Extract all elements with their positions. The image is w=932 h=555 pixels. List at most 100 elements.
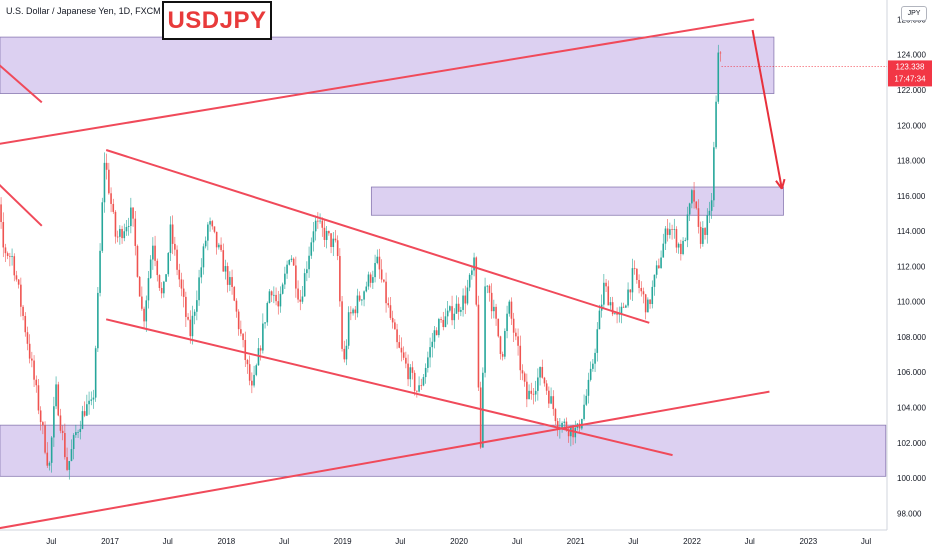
candle xyxy=(497,318,500,338)
candle-body xyxy=(642,291,645,295)
candle xyxy=(431,332,434,358)
candle-body xyxy=(449,306,451,311)
candle xyxy=(662,233,665,258)
candle-body xyxy=(451,306,453,321)
candle xyxy=(517,328,519,356)
candle-body xyxy=(548,390,550,404)
candle xyxy=(196,290,198,321)
price-tick-label: 116.000 xyxy=(897,192,926,201)
candle-body xyxy=(193,311,196,316)
candle xyxy=(598,304,601,330)
candle xyxy=(317,212,319,229)
candle-body xyxy=(213,226,216,232)
candle xyxy=(255,363,258,377)
candle-body xyxy=(669,229,671,235)
candle xyxy=(369,272,372,288)
candle xyxy=(224,259,227,280)
time-tick-label: 2019 xyxy=(334,537,352,546)
candle xyxy=(39,406,42,431)
candle-body xyxy=(281,284,284,294)
time-axis[interactable]: Jul 2017 Jul 2018 Jul 2019 Jul 2020 Jul 2021 Jul 20… xyxy=(46,537,871,546)
candle-body xyxy=(178,269,181,280)
candle xyxy=(354,306,357,320)
candle-body xyxy=(204,240,207,247)
candle-body xyxy=(259,348,262,351)
candle xyxy=(589,361,592,382)
candle-body xyxy=(207,224,209,241)
candle-body xyxy=(66,457,68,470)
candle xyxy=(277,290,280,315)
candle xyxy=(666,219,669,242)
candle-body xyxy=(253,374,255,386)
price-tick-label: 104.000 xyxy=(897,404,926,413)
candle-body xyxy=(352,309,354,314)
candle-body xyxy=(68,461,71,470)
candle xyxy=(391,310,394,329)
candle-body xyxy=(99,250,101,293)
candle-body xyxy=(398,342,401,348)
candle xyxy=(328,230,330,236)
candle xyxy=(70,439,73,462)
candle xyxy=(167,252,170,277)
supply-demand-zone xyxy=(370,186,784,216)
candle-body xyxy=(72,435,75,450)
candle-body xyxy=(299,299,302,302)
candle xyxy=(688,202,691,221)
candle-body xyxy=(292,258,295,266)
candle-body xyxy=(196,300,198,312)
candle-body xyxy=(686,214,689,241)
candle-body xyxy=(332,238,335,248)
price-axis[interactable]: 98.000 100.000 102.000 104.000 106.000 108.00… xyxy=(897,15,926,518)
candle-body xyxy=(15,275,18,280)
candle xyxy=(649,299,651,309)
price-tick-label: 110.000 xyxy=(897,298,926,307)
currency-badge[interactable]: JPY xyxy=(901,6,927,21)
candle xyxy=(561,421,563,433)
candle xyxy=(438,317,440,338)
time-tick-label: 2022 xyxy=(683,537,701,546)
candle xyxy=(259,345,262,361)
price-tick-label: 100.000 xyxy=(897,474,926,483)
candle-body xyxy=(374,263,376,278)
candle-body xyxy=(552,396,555,410)
candle xyxy=(677,242,680,254)
candle xyxy=(90,391,93,406)
candle xyxy=(268,288,271,304)
candle-body xyxy=(446,310,449,317)
candle-body xyxy=(633,268,636,269)
candle xyxy=(345,339,348,366)
trendline xyxy=(0,390,770,530)
time-tick-label: 2018 xyxy=(217,537,235,546)
candle xyxy=(53,396,55,447)
candle-body xyxy=(490,292,493,312)
candle-body xyxy=(319,220,321,222)
candle xyxy=(400,337,403,362)
candle xyxy=(468,273,471,292)
price-tick-label: 102.000 xyxy=(897,439,926,448)
candle xyxy=(77,429,79,439)
candle xyxy=(97,286,99,352)
candle xyxy=(233,285,236,302)
candle xyxy=(0,197,2,229)
supply-demand-zone xyxy=(0,36,775,94)
candle xyxy=(174,236,176,256)
candle xyxy=(440,316,442,323)
candle-body xyxy=(158,275,161,288)
candle-body xyxy=(466,287,469,304)
candle xyxy=(387,297,390,308)
candle xyxy=(422,374,425,387)
candle xyxy=(226,262,229,293)
candle-body xyxy=(350,312,352,314)
candle-body xyxy=(598,310,601,330)
candle-body xyxy=(200,267,203,278)
candle-body xyxy=(534,390,537,395)
candle-body xyxy=(92,397,95,400)
candle-body xyxy=(290,258,293,260)
candle xyxy=(31,351,33,368)
candle-body xyxy=(145,300,148,322)
candle xyxy=(596,322,599,362)
candle xyxy=(160,282,163,299)
candle xyxy=(171,215,174,255)
